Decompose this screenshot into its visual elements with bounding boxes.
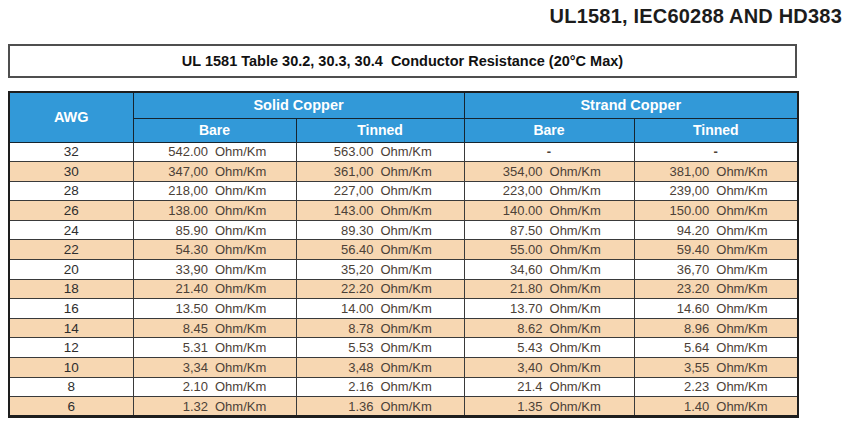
awg-value: 20 [9,260,133,280]
solid-bare-value: 54.30Ohm/Km [133,240,296,260]
document-title: UL1581, IEC60288 AND HD383 [550,5,842,28]
strand-bare-value: 13.70Ohm/Km [464,299,634,319]
solid-tinned-value: 143.00Ohm/Km [296,201,464,221]
solid-bare-value: 13.50Ohm/Km [133,299,296,319]
table-row: 30 347,00Ohm/Km 361,00Ohm/Km 354,00Ohm/K… [9,162,798,182]
strand-tinned-value: 14.60Ohm/Km [634,299,798,319]
strand-bare-value: 223,00Ohm/Km [464,181,634,201]
strand-bare-value: 21.4Ohm/Km [464,377,634,397]
strand-tinned-value: 23.20Ohm/Km [634,279,798,299]
table-row: 10 3,34Ohm/Km 3,48Ohm/Km 3,40Ohm/Km 3,55… [9,358,798,378]
strand-bare-value: 3,40Ohm/Km [464,358,634,378]
strand-bare-value: 1.35Ohm/Km [464,397,634,417]
solid-bare-value: 347,00Ohm/Km [133,162,296,182]
table-caption: UL 1581 Table 30.2, 30.3, 30.4 Conductor… [182,53,623,69]
column-header-awg: AWG [9,92,133,142]
conductor-resistance-table: AWG Solid Copper Strand Copper Bare Tinn… [8,91,799,418]
solid-tinned-value: 35,20Ohm/Km [296,260,464,280]
strand-bare-value: 354,00Ohm/Km [464,162,634,182]
strand-bare-value: - [464,142,634,162]
solid-tinned-value: 3,48Ohm/Km [296,358,464,378]
solid-bare-value: 8.45Ohm/Km [133,318,296,338]
solid-bare-value: 85.90Ohm/Km [133,220,296,240]
solid-bare-value: 138.00Ohm/Km [133,201,296,221]
solid-tinned-value: 89.30Ohm/Km [296,220,464,240]
strand-bare-value: 21.80Ohm/Km [464,279,634,299]
strand-tinned-value: 5.64Ohm/Km [634,338,798,358]
awg-value: 14 [9,318,133,338]
solid-tinned-value: 5.53Ohm/Km [296,338,464,358]
awg-value: 18 [9,279,133,299]
awg-value: 24 [9,220,133,240]
solid-bare-value: 218,00Ohm/Km [133,181,296,201]
solid-tinned-value: 14.00Ohm/Km [296,299,464,319]
strand-tinned-value: 2.23Ohm/Km [634,377,798,397]
strand-tinned-value: 94.20Ohm/Km [634,220,798,240]
column-header-strand-tinned: Tinned [634,118,798,142]
solid-bare-value: 21.40Ohm/Km [133,279,296,299]
header-group-row: AWG Solid Copper Strand Copper [9,92,798,118]
solid-tinned-value: 8.78Ohm/Km [296,318,464,338]
table-row: 12 5.31Ohm/Km 5.53Ohm/Km 5.43Ohm/Km 5.64… [9,338,798,358]
column-header-solid-bare: Bare [133,118,296,142]
solid-bare-value: 3,34Ohm/Km [133,358,296,378]
strand-bare-value: 5.43Ohm/Km [464,338,634,358]
solid-tinned-value: 361,00Ohm/Km [296,162,464,182]
solid-bare-value: 33,90Ohm/Km [133,260,296,280]
strand-bare-value: 8.62Ohm/Km [464,318,634,338]
awg-value: 32 [9,142,133,162]
column-header-solid-tinned: Tinned [296,118,464,142]
strand-bare-value: 34,60Ohm/Km [464,260,634,280]
table-row: 20 33,90Ohm/Km 35,20Ohm/Km 34,60Ohm/Km 3… [9,260,798,280]
table-row: 32 542.00Ohm/Km 563.00Ohm/Km - - [9,142,798,162]
strand-bare-value: 87.50Ohm/Km [464,220,634,240]
strand-tinned-value: 59.40Ohm/Km [634,240,798,260]
awg-value: 8 [9,377,133,397]
solid-tinned-value: 227,00Ohm/Km [296,181,464,201]
strand-tinned-value: 36,70Ohm/Km [634,260,798,280]
table-row: 6 1.32Ohm/Km 1.36Ohm/Km 1.35Ohm/Km 1.40O… [9,397,798,417]
table-row: 16 13.50Ohm/Km 14.00Ohm/Km 13.70Ohm/Km 1… [9,299,798,319]
table-caption-box: UL 1581 Table 30.2, 30.3, 30.4 Conductor… [8,44,797,78]
strand-tinned-value: 239,00Ohm/Km [634,181,798,201]
strand-bare-value: 140.00Ohm/Km [464,201,634,221]
column-group-solid-copper: Solid Copper [133,92,464,118]
strand-tinned-value: 8.96Ohm/Km [634,318,798,338]
solid-tinned-value: 56.40Ohm/Km [296,240,464,260]
table-row: 14 8.45Ohm/Km 8.78Ohm/Km 8.62Ohm/Km 8.96… [9,318,798,338]
solid-tinned-value: 1.36Ohm/Km [296,397,464,417]
strand-bare-value: 55.00Ohm/Km [464,240,634,260]
table-row: 26 138.00Ohm/Km 143.00Ohm/Km 140.00Ohm/K… [9,201,798,221]
table-row: 24 85.90Ohm/Km 89.30Ohm/Km 87.50Ohm/Km 9… [9,220,798,240]
column-header-strand-bare: Bare [464,118,634,142]
awg-value: 12 [9,338,133,358]
strand-tinned-value: 150.00Ohm/Km [634,201,798,221]
solid-bare-value: 2.10Ohm/Km [133,377,296,397]
solid-tinned-value: 2.16Ohm/Km [296,377,464,397]
table-row: 22 54.30Ohm/Km 56.40Ohm/Km 55.00Ohm/Km 5… [9,240,798,260]
table-body: 32 542.00Ohm/Km 563.00Ohm/Km - - 30 347,… [9,142,798,416]
solid-bare-value: 1.32Ohm/Km [133,397,296,417]
table-row: 8 2.10Ohm/Km 2.16Ohm/Km 21.4Ohm/Km 2.23O… [9,377,798,397]
awg-value: 10 [9,358,133,378]
awg-value: 30 [9,162,133,182]
awg-value: 22 [9,240,133,260]
solid-bare-value: 542.00Ohm/Km [133,142,296,162]
strand-tinned-value: 1.40Ohm/Km [634,397,798,417]
table-row: 18 21.40Ohm/Km 22.20Ohm/Km 21.80Ohm/Km 2… [9,279,798,299]
awg-value: 28 [9,181,133,201]
solid-tinned-value: 563.00Ohm/Km [296,142,464,162]
awg-value: 6 [9,397,133,417]
strand-tinned-value: 381,00Ohm/Km [634,162,798,182]
table-row: 28 218,00Ohm/Km 227,00Ohm/Km 223,00Ohm/K… [9,181,798,201]
column-group-strand-copper: Strand Copper [464,92,798,118]
strand-tinned-value: 3,55Ohm/Km [634,358,798,378]
solid-tinned-value: 22.20Ohm/Km [296,279,464,299]
awg-value: 16 [9,299,133,319]
awg-value: 26 [9,201,133,221]
solid-bare-value: 5.31Ohm/Km [133,338,296,358]
strand-tinned-value: - [634,142,798,162]
table-header: AWG Solid Copper Strand Copper Bare Tinn… [9,92,798,142]
